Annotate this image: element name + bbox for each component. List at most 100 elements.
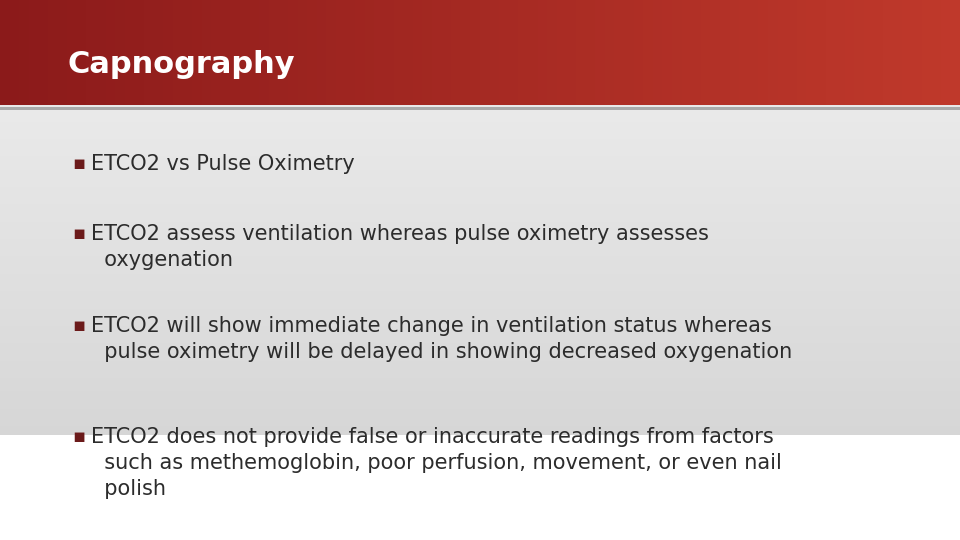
Bar <box>154 0 163 105</box>
Bar <box>691 0 701 105</box>
Bar <box>0 300 960 304</box>
Bar <box>778 0 787 105</box>
Bar <box>115 0 125 105</box>
Bar <box>643 0 653 105</box>
Bar <box>672 0 682 105</box>
Bar <box>614 0 624 105</box>
Bar <box>0 313 960 318</box>
Bar <box>0 244 960 248</box>
Bar <box>0 22 960 26</box>
Bar <box>0 191 960 195</box>
Bar <box>547 0 557 105</box>
Text: ETCO2 vs Pulse Oximetry: ETCO2 vs Pulse Oximetry <box>91 154 355 174</box>
Text: Capnography: Capnography <box>67 50 295 79</box>
Bar <box>230 0 240 105</box>
Bar <box>739 0 749 105</box>
Bar <box>0 265 960 269</box>
Bar <box>38 0 48 105</box>
Bar <box>0 426 960 430</box>
Bar <box>0 382 960 387</box>
Bar <box>586 0 595 105</box>
Bar <box>730 0 739 105</box>
Bar <box>0 204 960 208</box>
Bar <box>0 113 960 117</box>
Bar <box>845 0 854 105</box>
Bar <box>173 0 182 105</box>
Bar <box>298 0 307 105</box>
Bar <box>662 0 672 105</box>
Bar <box>768 0 778 105</box>
Bar <box>0 322 960 326</box>
Bar <box>0 252 960 256</box>
Bar <box>0 361 960 365</box>
Bar <box>67 0 77 105</box>
Text: ETCO2 will show immediate change in ventilation status whereas
  pulse oximetry : ETCO2 will show immediate change in vent… <box>91 316 792 362</box>
Bar <box>0 35 960 39</box>
Bar <box>0 187 960 191</box>
Bar <box>0 26 960 30</box>
Text: ETCO2 does not provide false or inaccurate readings from factors
  such as methe: ETCO2 does not provide false or inaccura… <box>91 427 782 500</box>
Bar <box>144 0 154 105</box>
Text: ▪: ▪ <box>72 427 85 446</box>
Bar <box>0 100 960 104</box>
Bar <box>470 0 480 105</box>
Text: ETCO2 assess ventilation whereas pulse oximetry assesses
  oxygenation: ETCO2 assess ventilation whereas pulse o… <box>91 224 709 271</box>
Bar <box>787 0 797 105</box>
Bar <box>125 0 134 105</box>
Bar <box>221 0 230 105</box>
Bar <box>864 0 874 105</box>
Bar <box>192 0 202 105</box>
Bar <box>0 278 960 282</box>
Bar <box>710 0 720 105</box>
Bar <box>288 0 298 105</box>
Bar <box>922 0 931 105</box>
Bar <box>0 170 960 174</box>
Bar <box>720 0 730 105</box>
Bar <box>835 0 845 105</box>
Bar <box>0 348 960 352</box>
Bar <box>0 248 960 252</box>
Bar <box>0 274 960 278</box>
Bar <box>0 174 960 178</box>
Bar <box>0 39 960 44</box>
Bar <box>0 0 960 4</box>
Bar <box>0 57 960 61</box>
Bar <box>0 217 960 222</box>
Bar <box>403 0 413 105</box>
Bar <box>278 0 288 105</box>
Bar <box>758 0 768 105</box>
Bar <box>0 261 960 265</box>
Bar <box>307 0 317 105</box>
Bar <box>394 0 403 105</box>
Bar <box>0 256 960 261</box>
Bar <box>557 0 566 105</box>
Bar <box>0 178 960 183</box>
Bar <box>0 195 960 200</box>
Text: ▪: ▪ <box>72 316 85 335</box>
Bar <box>326 0 336 105</box>
Bar <box>941 0 950 105</box>
Bar <box>806 0 816 105</box>
Bar <box>595 0 605 105</box>
Bar <box>374 0 384 105</box>
Bar <box>576 0 586 105</box>
Bar <box>134 0 144 105</box>
Bar <box>0 131 960 135</box>
Bar <box>0 222 960 226</box>
Bar <box>0 109 960 113</box>
Bar <box>816 0 826 105</box>
Bar <box>605 0 614 105</box>
Bar <box>0 309 960 313</box>
Bar <box>0 231 960 235</box>
Bar <box>0 0 10 105</box>
Bar <box>0 65 960 70</box>
Bar <box>0 226 960 231</box>
Bar <box>163 0 173 105</box>
Bar <box>0 200 960 204</box>
Bar <box>451 0 461 105</box>
Bar <box>422 0 432 105</box>
Bar <box>0 87 960 91</box>
Bar <box>0 378 960 382</box>
Bar <box>893 0 902 105</box>
Bar <box>346 0 355 105</box>
